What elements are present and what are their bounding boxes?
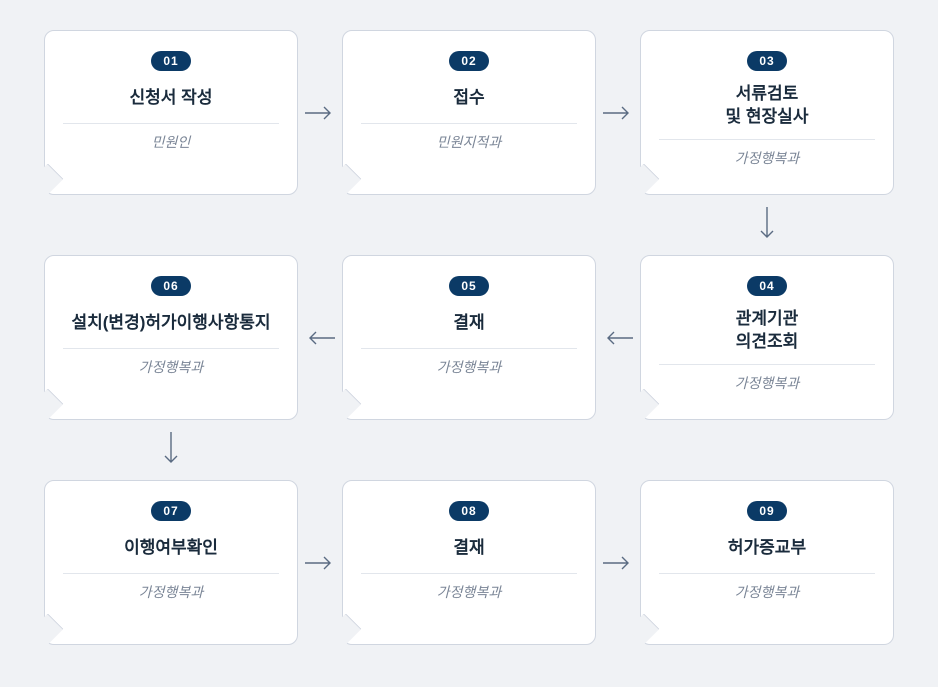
- step-badge: 05: [449, 276, 488, 296]
- vertical-connector-1: [40, 207, 898, 243]
- arrow-left-icon: [298, 255, 342, 420]
- vertical-connector-2: [40, 432, 898, 468]
- step-title: 결재: [361, 533, 577, 563]
- step-subtitle: 가정행복과: [361, 582, 577, 602]
- step-badge: 07: [151, 501, 190, 521]
- step-title: 허가증교부: [659, 533, 875, 563]
- step-title: 신청서 작성: [63, 83, 279, 113]
- step-card-09: 09 허가증교부 가정행복과: [640, 480, 894, 645]
- divider: [63, 573, 279, 574]
- step-title: 이행여부확인: [63, 533, 279, 563]
- step-subtitle: 가정행복과: [361, 357, 577, 377]
- step-card-02: 02 접수 민원지적과: [342, 30, 596, 195]
- step-badge: 06: [151, 276, 190, 296]
- step-badge: 08: [449, 501, 488, 521]
- flow-row-2: 06 설치(변경)허가이행사항통지 가정행복과 05 결재 가정행복과 04 관…: [40, 255, 898, 420]
- step-card-06: 06 설치(변경)허가이행사항통지 가정행복과: [44, 255, 298, 420]
- step-title: 접수: [361, 83, 577, 113]
- step-title: 설치(변경)허가이행사항통지: [63, 308, 279, 338]
- step-subtitle: 가정행복과: [659, 148, 875, 168]
- step-card-01: 01 신청서 작성 민원인: [44, 30, 298, 195]
- divider: [361, 348, 577, 349]
- step-subtitle: 가정행복과: [63, 357, 279, 377]
- step-title: 서류검토 및 현장실사: [659, 83, 875, 129]
- step-title: 관계기관 의견조회: [659, 308, 875, 354]
- step-subtitle: 민원지적과: [361, 132, 577, 152]
- step-badge: 02: [449, 51, 488, 71]
- step-card-04: 04 관계기관 의견조회 가정행복과: [640, 255, 894, 420]
- step-subtitle: 가정행복과: [63, 582, 279, 602]
- step-title: 결재: [361, 308, 577, 338]
- arrow-right-icon: [596, 30, 640, 195]
- step-subtitle: 가정행복과: [659, 582, 875, 602]
- step-badge: 03: [747, 51, 786, 71]
- divider: [659, 364, 875, 365]
- step-badge: 04: [747, 276, 786, 296]
- flow-row-1: 01 신청서 작성 민원인 02 접수 민원지적과 03 서류검토 및 현장실사…: [40, 30, 898, 195]
- step-card-08: 08 결재 가정행복과: [342, 480, 596, 645]
- divider: [63, 123, 279, 124]
- divider: [63, 348, 279, 349]
- step-subtitle: 민원인: [63, 132, 279, 152]
- step-card-07: 07 이행여부확인 가정행복과: [44, 480, 298, 645]
- arrow-right-icon: [298, 480, 342, 645]
- arrow-right-icon: [596, 480, 640, 645]
- divider: [361, 573, 577, 574]
- arrow-down-icon: [44, 432, 298, 468]
- divider: [659, 573, 875, 574]
- step-card-05: 05 결재 가정행복과: [342, 255, 596, 420]
- divider: [659, 139, 875, 140]
- step-subtitle: 가정행복과: [659, 373, 875, 393]
- arrow-down-icon: [640, 207, 894, 243]
- arrow-left-icon: [596, 255, 640, 420]
- step-badge: 09: [747, 501, 786, 521]
- arrow-right-icon: [298, 30, 342, 195]
- flow-row-3: 07 이행여부확인 가정행복과 08 결재 가정행복과 09 허가증교부 가정행…: [40, 480, 898, 645]
- divider: [361, 123, 577, 124]
- step-badge: 01: [151, 51, 190, 71]
- step-card-03: 03 서류검토 및 현장실사 가정행복과: [640, 30, 894, 195]
